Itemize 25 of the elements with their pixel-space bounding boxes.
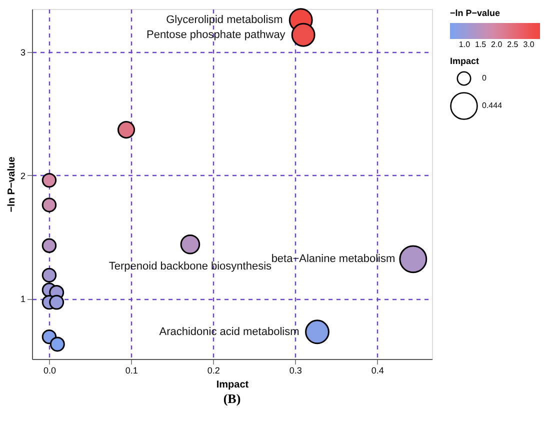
x-tick-label: 0.0 — [43, 366, 56, 376]
annotation: Glycerolipid metabolism — [166, 14, 283, 26]
y-tick-label: 3 — [20, 48, 26, 58]
color-bar-label: 3.0 — [523, 40, 535, 49]
legend-title: Impact — [450, 56, 480, 66]
x-tick-label: 0.2 — [207, 366, 220, 376]
color-bar-label: 2.5 — [507, 40, 519, 49]
color-bar-title: −ln P−value — [450, 8, 500, 18]
annotation: beta−Alanine metabolism — [271, 253, 396, 266]
y-tick-label: 2 — [20, 170, 26, 181]
legend-label: 0 — [482, 74, 487, 82]
text: (B) — [223, 391, 241, 406]
color-bar-label: 1.0 — [458, 40, 471, 49]
x-tick-label: 0.4 — [371, 366, 384, 376]
color-bar-label: 1.5 — [474, 40, 487, 49]
x-axis-title: Impact — [216, 380, 250, 390]
x-tick-label: 0.1 — [125, 366, 138, 376]
annotation: Terpenoid backbone biosynthesis — [108, 260, 272, 272]
annotation: Pentose phosphate pathway — [146, 28, 286, 41]
x-tick-label: 0.3 — [289, 366, 302, 376]
legend-label: 0.444 — [482, 101, 503, 110]
y-axis-title: −ln P−value — [6, 156, 18, 212]
annotation: Arachidonic acid metabolism — [159, 326, 300, 338]
y-tick-label: 1 — [20, 294, 26, 304]
color-bar-label: 2.0 — [491, 40, 503, 49]
